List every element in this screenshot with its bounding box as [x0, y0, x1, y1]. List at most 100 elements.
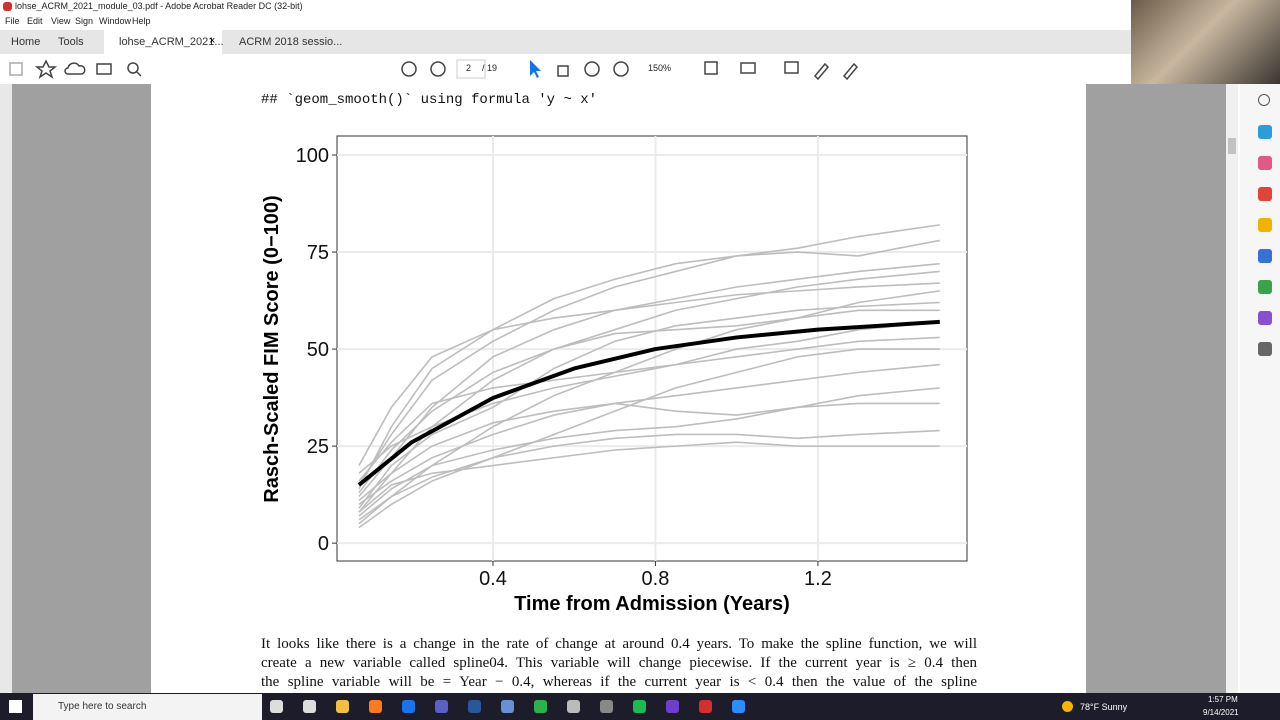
scroll-thumb[interactable]: [1228, 138, 1236, 154]
search-text[interactable]: Type here to search: [58, 701, 147, 712]
print-icon[interactable]: [96, 63, 112, 75]
taskbar-app[interactable]: [369, 700, 382, 713]
trajectory-line: [358, 282, 940, 490]
tab[interactable]: Tools: [58, 36, 84, 48]
select-tool[interactable]: [530, 60, 541, 78]
trajectory-line: [358, 224, 940, 486]
taskbar-app[interactable]: [435, 700, 448, 713]
trajectory-line: [358, 321, 940, 474]
paragraph-line: create a new variable called spline04. T…: [261, 655, 977, 671]
toolbar-icons: [9, 59, 859, 81]
sidebar-icon[interactable]: [1258, 311, 1272, 325]
sidebar-icon[interactable]: [1258, 342, 1272, 356]
trajectory-line: [358, 301, 940, 509]
start-button[interactable]: [9, 700, 22, 713]
menu-item[interactable]: Window: [99, 16, 132, 26]
active-tab[interactable]: [104, 30, 222, 54]
trajectory-line: [358, 270, 940, 513]
highlight-icon[interactable]: [813, 62, 830, 81]
code-output: ## `geom_smooth()` using formula 'y ~ x': [261, 92, 598, 108]
y-tick-label: 50: [307, 339, 329, 361]
star-icon[interactable]: [34, 59, 58, 79]
taskbar-app[interactable]: [666, 700, 679, 713]
hand-tool[interactable]: [557, 65, 569, 77]
next-page[interactable]: [430, 61, 446, 77]
tab[interactable]: Home: [11, 36, 41, 48]
prev-page[interactable]: [401, 61, 417, 77]
x-tick-label: 0.4: [479, 568, 507, 590]
zoom-in[interactable]: [613, 61, 629, 77]
upload-icon[interactable]: [64, 62, 86, 75]
save-icon[interactable]: [9, 62, 23, 76]
page-count: / 19: [482, 63, 498, 73]
y-tick-label: 0: [318, 533, 329, 555]
x-tick-label: 1.2: [804, 568, 832, 590]
fit-icon[interactable]: [704, 61, 718, 75]
taskbar-app[interactable]: [303, 700, 316, 713]
scroll-icon[interactable]: [740, 62, 756, 74]
clock-date[interactable]: 9/14/2021: [1203, 708, 1239, 717]
taskbar-app[interactable]: [633, 700, 646, 713]
trajectory-line: [358, 239, 940, 466]
sidebar-icon[interactable]: [1258, 125, 1272, 139]
taskbar-app[interactable]: [567, 700, 580, 713]
y-tick-label: 100: [296, 145, 329, 167]
sidebar-icon[interactable]: [1258, 249, 1272, 263]
weather[interactable]: 78°F Sunny: [1080, 702, 1128, 712]
comment-icon[interactable]: [784, 61, 799, 74]
taskbar-app[interactable]: [336, 700, 349, 713]
close-tab[interactable]: ×: [209, 35, 216, 47]
webcam-overlay: [1131, 0, 1280, 84]
page-number[interactable]: 2: [466, 63, 472, 73]
search-icon[interactable]: [127, 62, 139, 74]
sidebar-icon[interactable]: [1258, 156, 1272, 170]
tab[interactable]: ACRM 2018 sessio...: [239, 36, 343, 48]
menu-item[interactable]: Sign: [75, 16, 94, 26]
sidebar-icon[interactable]: [1258, 218, 1272, 232]
y-tick-label: 25: [307, 436, 329, 458]
trajectory-line: [358, 429, 940, 521]
toolbar: [0, 54, 1131, 85]
taskbar-app[interactable]: [732, 700, 745, 713]
sidebar-icon[interactable]: [1258, 94, 1270, 106]
trajectory-line: [358, 348, 940, 529]
taskbar-app[interactable]: [699, 700, 712, 713]
menu-item[interactable]: File: [5, 16, 20, 26]
sidebar-icon[interactable]: [1258, 187, 1272, 201]
trajectory-line: [358, 309, 940, 494]
right-sidebar: [1240, 84, 1280, 693]
weather-icon[interactable]: [1062, 701, 1073, 712]
scrollbar[interactable]: [1226, 84, 1238, 693]
paragraph-line: the spline variable will be = Year − 0.4…: [261, 674, 977, 690]
y-tick-label: 75: [307, 242, 329, 264]
clock-time[interactable]: 1:57 PM: [1208, 695, 1238, 704]
x-axis-label: Time from Admission (Years): [514, 593, 790, 615]
window-title: lohse_ACRM_2021_module_03.pdf - Adobe Ac…: [15, 1, 303, 11]
taskbar-app[interactable]: [534, 700, 547, 713]
taskbar-app[interactable]: [270, 700, 283, 713]
menu-item[interactable]: Edit: [27, 16, 43, 26]
menu-item[interactable]: Help: [132, 16, 151, 26]
taskbar-app[interactable]: [402, 700, 415, 713]
search-icon-handle: [136, 71, 142, 77]
taskbar-app[interactable]: [501, 700, 514, 713]
page-input[interactable]: [456, 59, 486, 79]
x-tick-label: 0.8: [642, 568, 670, 590]
taskbar-app[interactable]: [468, 700, 481, 713]
taskbar-app[interactable]: [600, 700, 613, 713]
menu-item[interactable]: View: [51, 16, 71, 26]
trajectory-line: [358, 336, 940, 482]
sign-icon[interactable]: [842, 62, 859, 81]
chart: Rasch-Scaled FIM Score (0−100) Time from…: [261, 135, 968, 615]
sidebar-icon[interactable]: [1258, 280, 1272, 294]
y-axis-label: Rasch-Scaled FIM Score (0−100): [261, 195, 283, 502]
paragraph-line: It looks like there is a change in the r…: [261, 636, 977, 652]
zoom-out[interactable]: [584, 61, 600, 77]
trajectory-line: [358, 402, 940, 517]
search-box[interactable]: [33, 694, 262, 720]
zoom-level[interactable]: 150%: [648, 63, 672, 73]
left-panel-strip: [0, 84, 12, 693]
title-bar: [0, 0, 1131, 30]
tab[interactable]: lohse_ACRM_2021...: [119, 36, 224, 48]
